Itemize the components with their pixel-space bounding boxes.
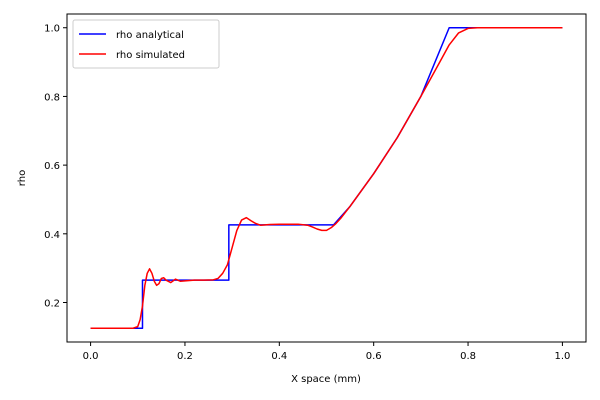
series-line-rho-analytical (90, 26, 563, 330)
series-line-rho-simulated (90, 26, 563, 330)
y-tick-label: 1.0 (44, 24, 60, 35)
y-axis: 0.2 0.4 0.6 0.8 1.0 (44, 24, 67, 310)
x-axis-label: X space (mm) (291, 374, 361, 385)
legend-label-rho-analytical: rho analytical (116, 30, 184, 41)
x-axis: 0.0 0.2 0.4 0.6 0.8 1.0 (83, 342, 570, 362)
y-tick-label: 0.2 (44, 299, 60, 310)
x-tick-label: 1.0 (554, 351, 570, 362)
y-tick-label: 0.6 (44, 161, 60, 172)
series-layer (90, 26, 563, 330)
y-axis-label: rho (17, 170, 28, 186)
x-tick-label: 0.0 (83, 351, 99, 362)
y-tick-label: 0.8 (44, 92, 60, 103)
legend: rho analytical rho simulated (72, 19, 220, 69)
x-tick-label: 0.8 (460, 351, 476, 362)
plot-frame (66, 13, 587, 343)
x-tick-label: 0.4 (271, 351, 287, 362)
legend-box (72, 19, 220, 69)
y-tick-label: 0.4 (44, 230, 60, 241)
x-tick-label: 0.6 (366, 351, 382, 362)
legend-label-rho-simulated: rho simulated (116, 50, 185, 61)
x-tick-label: 0.2 (177, 351, 193, 362)
